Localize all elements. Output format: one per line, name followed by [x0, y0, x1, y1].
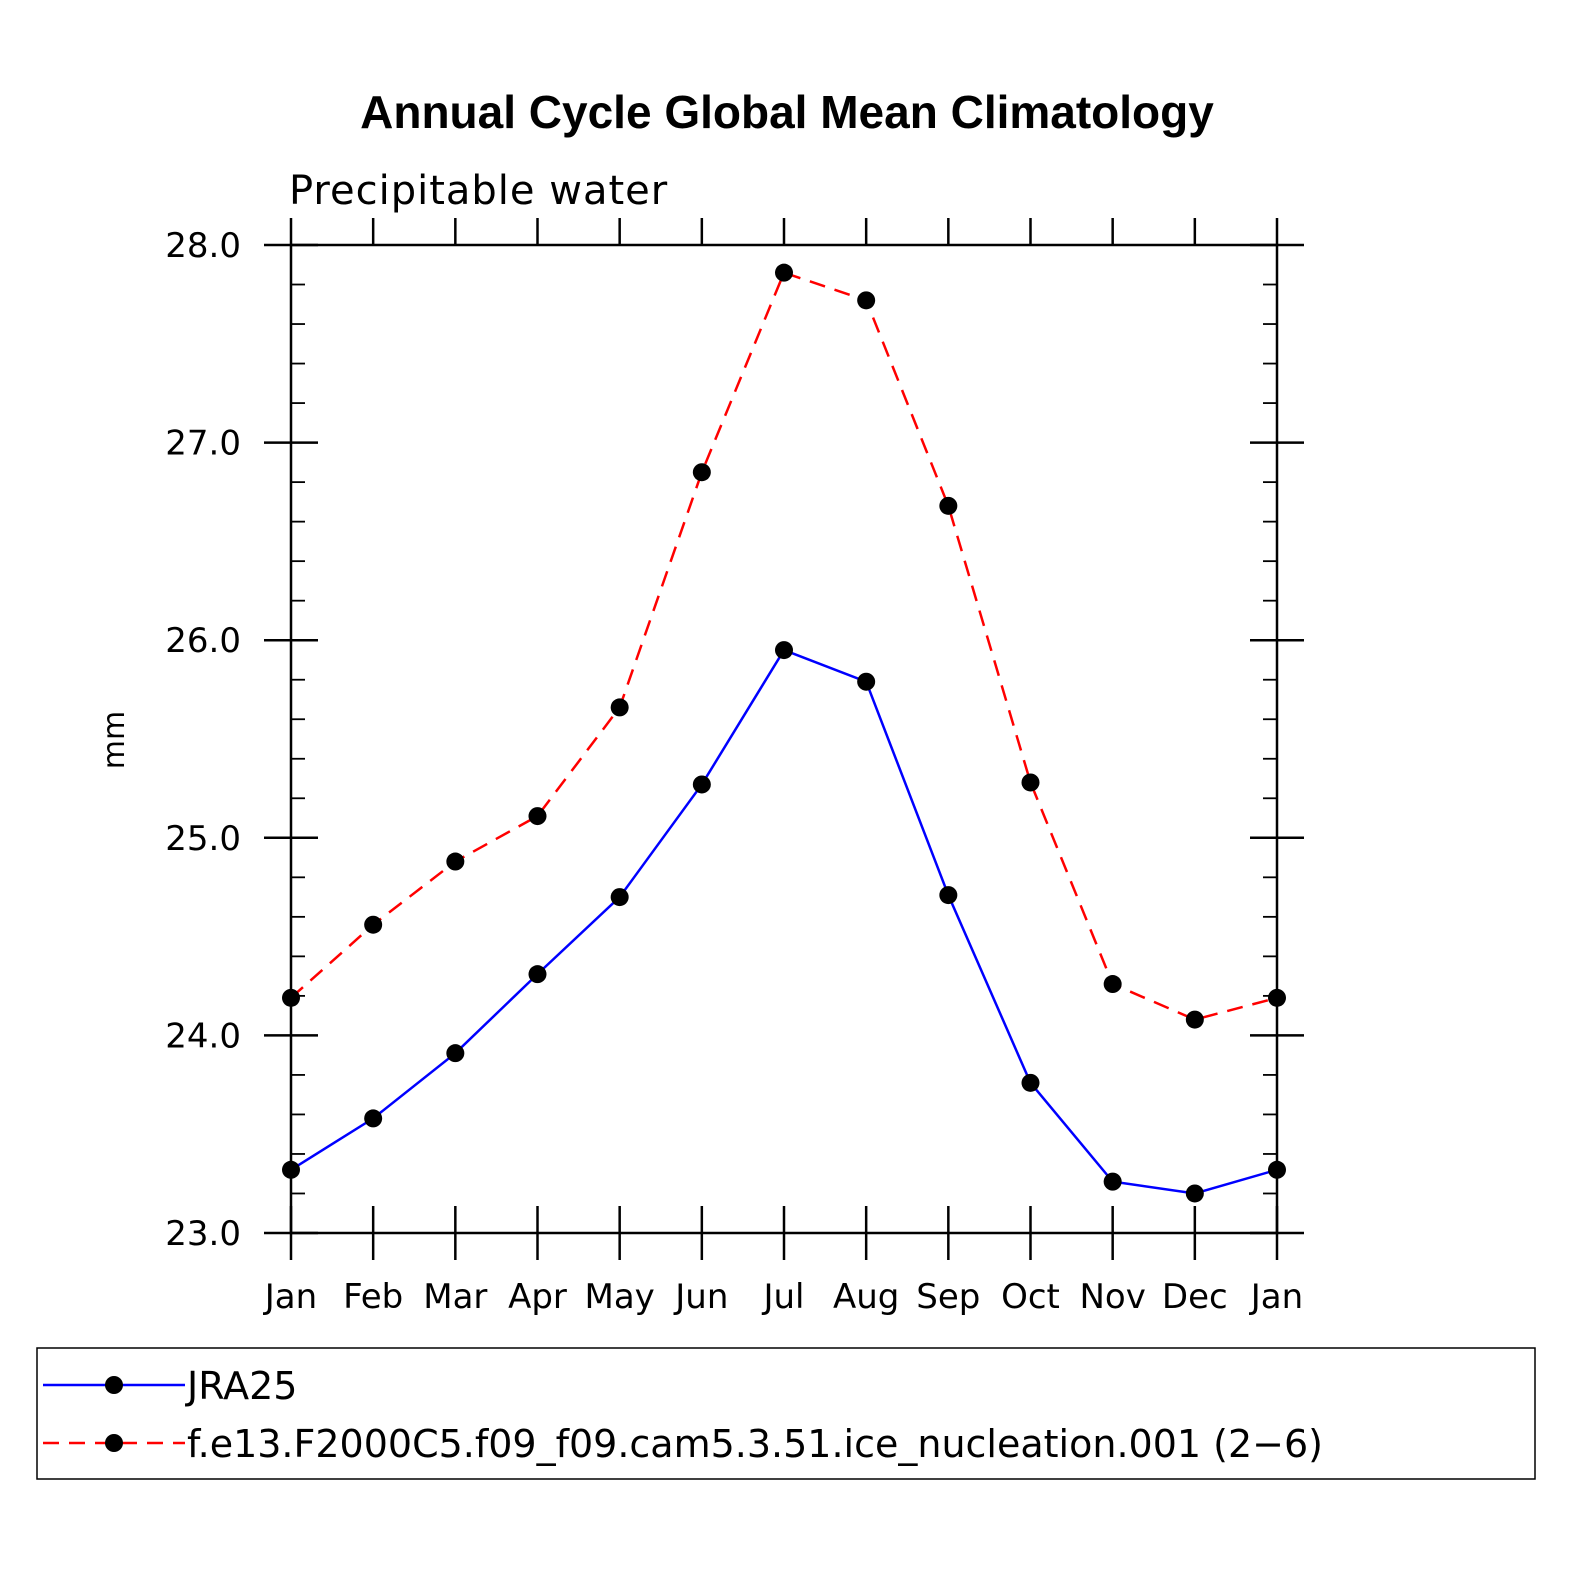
data-point-s1-1	[364, 915, 383, 934]
data-point-s0-10	[1103, 1172, 1122, 1191]
x-tick-label: Aug	[833, 1277, 899, 1317]
legend-entry-model: f.e13.F2000C5.f09_f09.cam5.3.51.ice_nucl…	[43, 1422, 1323, 1466]
legend-marker-jra25	[105, 1376, 123, 1394]
y-tick-label: 26.0	[165, 621, 241, 661]
data-point-s0-2	[446, 1044, 465, 1063]
y-tick-label: 24.0	[165, 1016, 241, 1056]
x-tick-label: Dec	[1162, 1277, 1228, 1317]
y-tick-label: 25.0	[165, 819, 241, 859]
data-point-s0-1	[364, 1109, 383, 1128]
data-point-s1-5	[692, 463, 711, 482]
data-point-s1-10	[1103, 975, 1122, 994]
x-tick-label: Sep	[916, 1277, 980, 1317]
data-point-s0-3	[528, 965, 547, 984]
legend-marker-model	[105, 1434, 123, 1452]
data-point-s1-2	[446, 852, 465, 871]
legend-box	[36, 1347, 1536, 1480]
x-tick-label: May	[585, 1277, 655, 1317]
plot-frame	[289, 243, 1279, 1235]
data-point-s0-6	[775, 641, 793, 660]
data-point-s1-11	[1185, 1010, 1204, 1029]
data-point-s1-3	[528, 807, 547, 826]
data-point-s0-12	[1268, 1160, 1286, 1179]
data-point-s0-5	[692, 775, 711, 794]
y-axis-label: mm	[97, 711, 132, 769]
data-point-s0-4	[610, 888, 629, 907]
legend-label-jra25: JRA25	[185, 1364, 297, 1408]
series-line-0	[290, 648, 1278, 1195]
data-point-s0-8	[939, 886, 958, 905]
data-point-s0-9	[1021, 1073, 1040, 1092]
y-tick-label: 27.0	[165, 424, 241, 464]
x-tick-label: Jan	[263, 1277, 317, 1317]
legend-label-model: f.e13.F2000C5.f09_f09.cam5.3.51.ice_nucl…	[187, 1422, 1323, 1466]
x-tick-label: Jan	[1249, 1277, 1303, 1317]
axes: Jan Feb Mar Apr May Jun Jul Aug Sep Oct Nov Dec Jan 2…	[165, 218, 1304, 1317]
data-point-s1-0	[282, 988, 300, 1007]
data-point-s0-0	[282, 1160, 300, 1179]
data-point-s0-11	[1185, 1184, 1204, 1203]
data-point-s1-12	[1268, 988, 1286, 1007]
x-tick-label: Feb	[343, 1277, 403, 1317]
x-tick-label: Jul	[761, 1277, 804, 1317]
x-tick-label: Apr	[508, 1277, 567, 1317]
y-tick-label: 28.0	[165, 226, 241, 266]
x-tick-label: Oct	[1001, 1277, 1060, 1317]
chart-subtitle: Precipitable water	[289, 168, 668, 214]
data-point-s1-9	[1021, 773, 1040, 792]
data-point-s1-6	[775, 263, 793, 282]
series-layer	[282, 263, 1286, 1203]
legend: JRA25 f.e13.F2000C5.f09_f09.cam5.3.51.ic…	[36, 1347, 1536, 1480]
y-tick-label: 23.0	[165, 1214, 241, 1254]
data-point-s0-7	[857, 672, 876, 691]
legend-entry-jra25: JRA25	[43, 1364, 297, 1408]
x-tick-label: Jun	[673, 1277, 728, 1317]
chart-title: Annual Cycle Global Mean Climatology	[360, 86, 1214, 138]
data-point-s1-8	[939, 496, 958, 515]
x-tick-label: Nov	[1079, 1277, 1145, 1317]
x-tick-label: Mar	[423, 1277, 487, 1317]
data-point-s1-7	[857, 291, 876, 310]
data-point-s1-4	[610, 698, 629, 717]
